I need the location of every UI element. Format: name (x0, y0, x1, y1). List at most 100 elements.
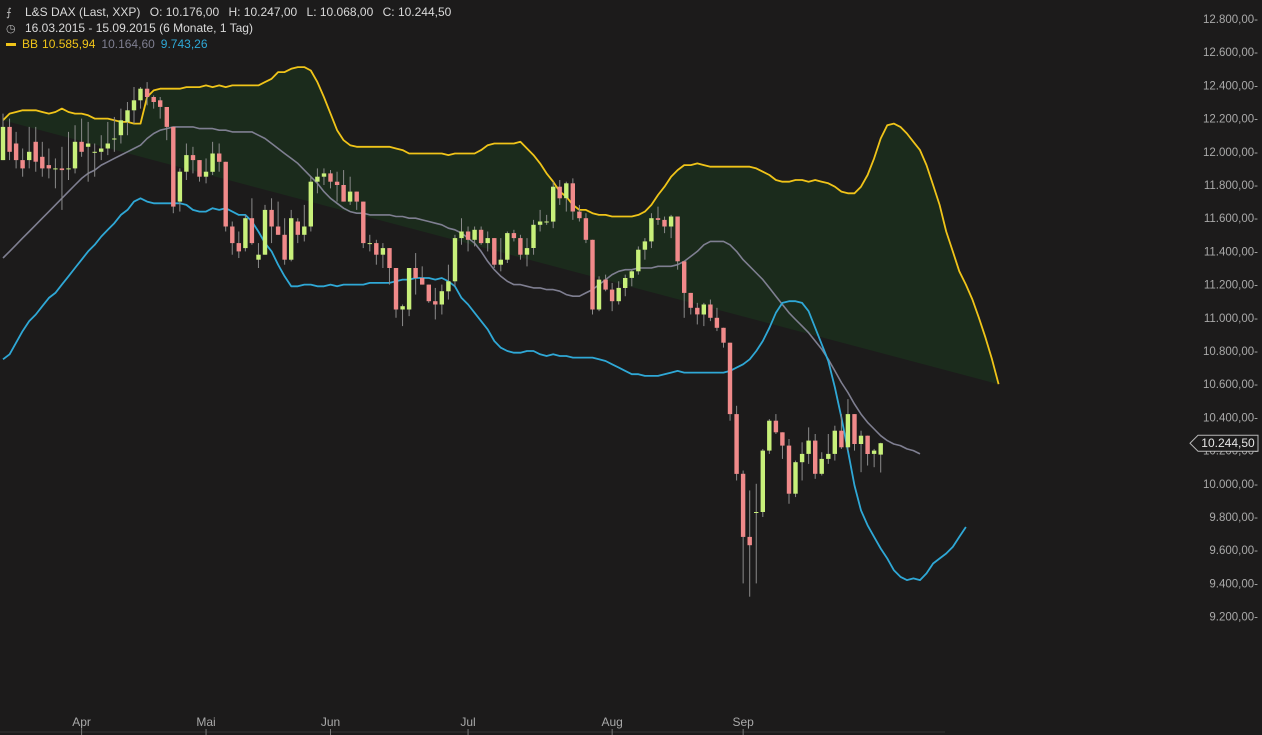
candle-body (511, 233, 517, 239)
candle-body (858, 435, 864, 444)
candle-body (374, 243, 379, 255)
candle-body (767, 420, 772, 451)
candle-body (786, 445, 792, 494)
candle-body (302, 226, 307, 235)
candle-body (668, 216, 674, 227)
candle-body (367, 243, 372, 245)
candle-body (839, 430, 844, 448)
candle-body (845, 414, 851, 448)
last-price-marker: 10.244,50 (1189, 434, 1259, 452)
candle-body (695, 307, 700, 315)
candle-body (112, 138, 117, 140)
x-tick-label: Mai (196, 715, 215, 729)
candle-body (40, 156, 45, 169)
high-value: H: 10.247,00 (228, 5, 298, 19)
candle-body (675, 216, 680, 262)
bollinger-info-line: BB 10.585,94 10.164,60 9.743,26 (6, 37, 214, 51)
candle-body (760, 450, 765, 512)
candle-body (72, 141, 78, 169)
candle-body (557, 186, 562, 199)
candle-body (85, 143, 91, 147)
candle-body (334, 181, 340, 185)
y-tick-label: 9.200,00- (1209, 612, 1258, 624)
candle-body (609, 289, 615, 302)
candle-body (210, 153, 215, 172)
candle-body (871, 450, 877, 454)
candle-body (426, 284, 431, 302)
candle-body (636, 249, 641, 272)
candle-body (341, 185, 346, 202)
candle-body (537, 221, 543, 225)
candle-body (865, 435, 870, 454)
candle-body (328, 173, 333, 182)
bollinger-upper-value: 10.585,94 (42, 37, 96, 51)
y-tick-label: 10.400,00- (1203, 412, 1258, 424)
candle-body (99, 148, 104, 152)
x-axis: Apr Mai Jun Jul Aug Sep (0, 715, 945, 735)
candle-body (125, 110, 130, 122)
candle-body (518, 238, 523, 255)
close-value: C: 10.244,50 (382, 5, 452, 19)
x-tick-label: Aug (601, 715, 622, 729)
candle-body (472, 229, 477, 240)
candle-body (623, 278, 628, 288)
candle-body (243, 218, 248, 249)
y-tick-label: 12.200,00- (1203, 114, 1258, 126)
candle-body (7, 126, 12, 152)
candle-body (59, 168, 65, 171)
candle-body (498, 259, 503, 265)
candle-body (734, 414, 739, 474)
y-tick-label: 12.600,00- (1203, 47, 1258, 59)
candle-body (105, 143, 110, 149)
candle-body (465, 231, 471, 240)
candle-body (20, 160, 25, 169)
candle-body (806, 440, 811, 454)
bollinger-label: BB (22, 37, 39, 51)
candle-body (577, 211, 582, 219)
candle-body (197, 160, 202, 177)
candle-body (439, 291, 444, 305)
band-area (3, 67, 999, 385)
y-tick-label: 10.000,00- (1203, 479, 1258, 491)
candle-body (819, 458, 824, 474)
candle-body (347, 191, 353, 202)
candle-body (780, 432, 785, 446)
candle-body (714, 317, 720, 328)
candle-body (551, 186, 556, 222)
candle-body (826, 453, 831, 459)
candle-body (747, 536, 752, 546)
last-price-label: 10.244,50 (1201, 436, 1255, 450)
candle-body (217, 153, 222, 162)
candle-body (813, 440, 818, 474)
date-range: 16.03.2015 - 15.09.2015 (6 Monate, 1 Tag… (25, 21, 253, 35)
candle-body (603, 279, 608, 290)
x-tick-label: Jul (460, 715, 475, 729)
candle-body (590, 239, 595, 310)
candle-body (492, 238, 497, 265)
candle-body (0, 126, 6, 161)
candle-body (505, 233, 510, 260)
candle-body (151, 97, 156, 102)
candle-body (92, 151, 97, 153)
candle-body (852, 414, 857, 444)
y-tick-label: 12.000,00- (1203, 147, 1258, 159)
candle-body (616, 287, 621, 302)
candle-body (531, 224, 536, 248)
candle-body (524, 248, 530, 255)
candle-body (269, 209, 274, 227)
y-tick-label: 10.600,00- (1203, 379, 1258, 391)
candle-body (164, 107, 169, 127)
candle-body (649, 218, 654, 242)
candle-body (190, 155, 196, 161)
candle-body (223, 161, 228, 227)
candle-body (754, 512, 759, 513)
candle-body (118, 120, 124, 136)
candle-body (478, 229, 484, 244)
y-axis: 9.200,00- 9.400,00- 9.600,00- 9.800,00- 10.0… (1203, 14, 1258, 624)
x-tick-label: Sep (732, 715, 754, 729)
chart-icon: ⨍ (6, 7, 12, 19)
candle-body (144, 88, 150, 97)
y-tick-label: 11.200,00- (1204, 280, 1258, 292)
y-tick-label: 12.800,00- (1203, 14, 1258, 26)
